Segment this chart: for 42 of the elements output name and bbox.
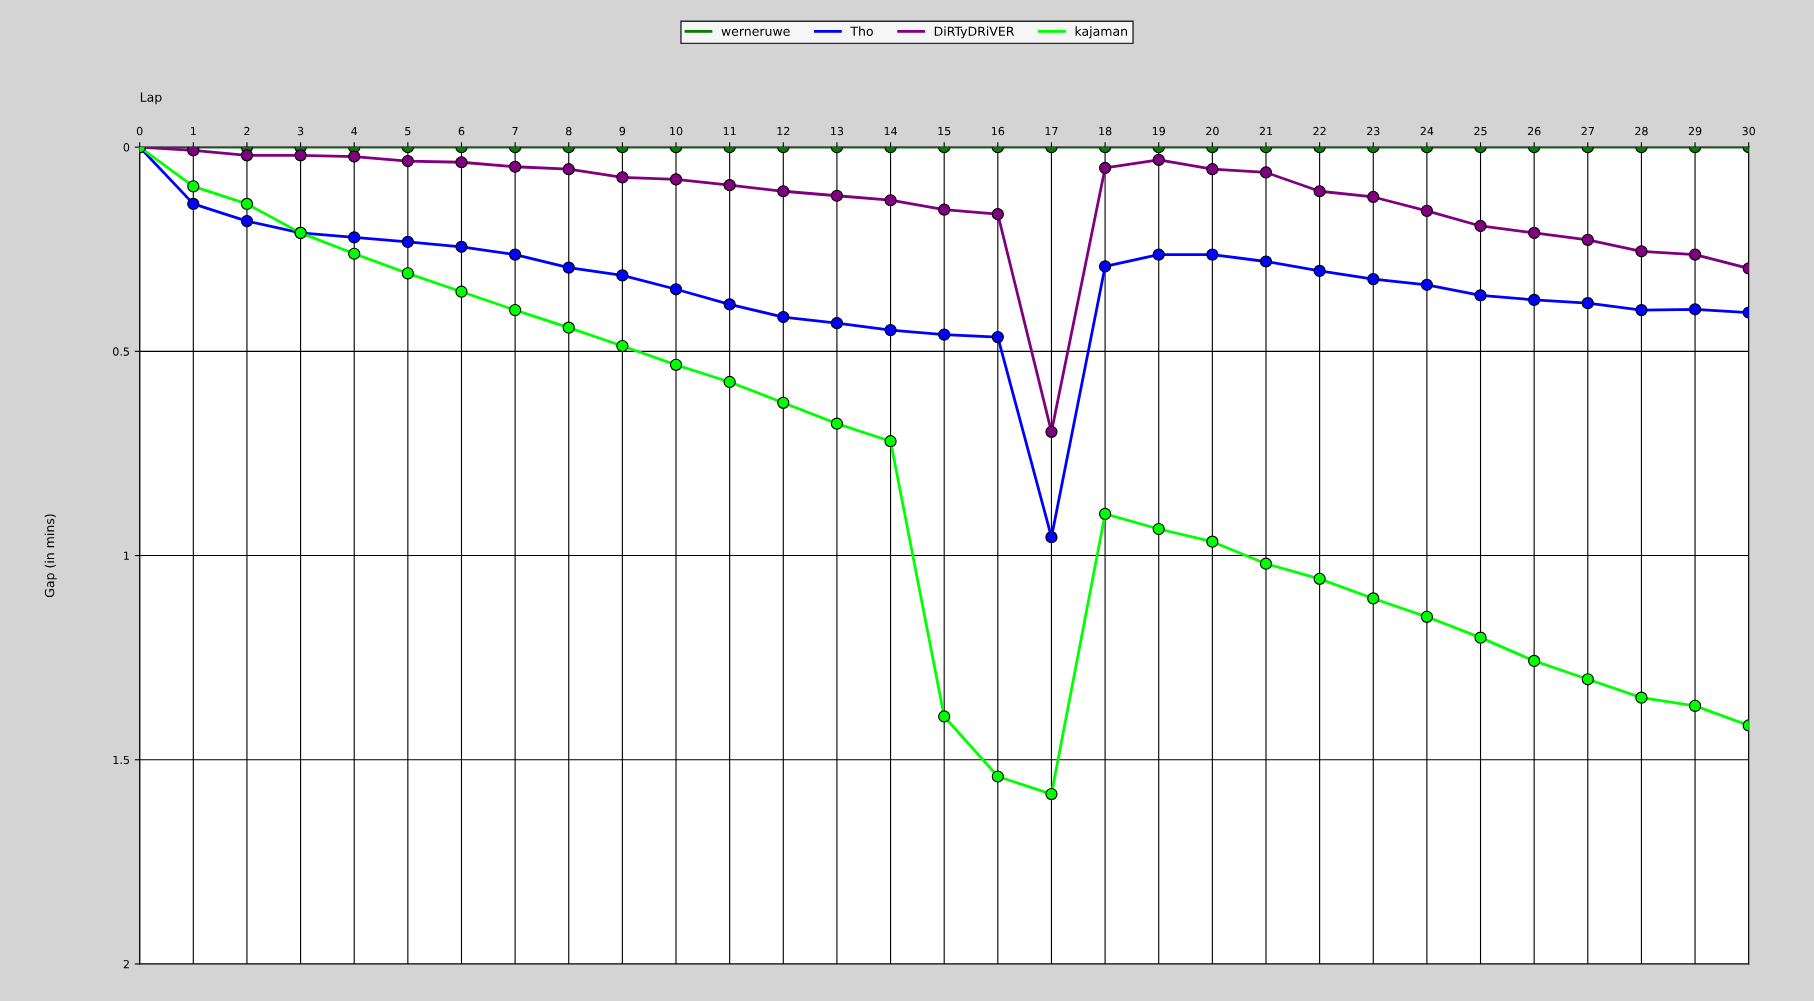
x-tick-label: 24 (1420, 126, 1434, 136)
x-tick-label: 21 (1259, 126, 1273, 136)
x-tick-label: 2 (244, 126, 250, 136)
x-tick-label: 17 (1045, 127, 1058, 136)
x-tick-label: 0 (136, 126, 143, 136)
x-tick-label: 19 (1152, 126, 1166, 136)
legend-label: werneruwe (721, 28, 790, 36)
y-tick-label: 0.5 (113, 347, 129, 356)
x-tick-label: 16 (991, 126, 1005, 136)
y-tick-label: 0 (123, 143, 130, 152)
x-tick-label: 5 (405, 127, 411, 136)
x-tick-label: 1 (191, 127, 196, 136)
legend-label: kajaman (1075, 26, 1127, 39)
x-tick-label: 11 (723, 127, 736, 136)
x-tick-label: 29 (1688, 126, 1702, 136)
x-tick-label: 27 (1581, 126, 1594, 136)
y-axis-title: Gap (in mins) (44, 514, 57, 598)
x-tick-label: 25 (1474, 126, 1487, 136)
y-tick-label: 1.5 (113, 755, 129, 765)
x-tick-label: 7 (512, 127, 518, 136)
x-tick-label: 4 (351, 127, 358, 136)
legend-label: DiRTyDRiVER (934, 26, 1015, 39)
x-tick-label: 8 (565, 126, 572, 136)
x-tick-label: 14 (884, 127, 897, 136)
legend-label: Tho (850, 26, 873, 36)
x-axis-title: Lap (140, 92, 162, 105)
y-tick-label: 1 (124, 551, 129, 560)
x-tick-label: 20 (1206, 126, 1219, 136)
y-tick-label: 2 (123, 959, 129, 969)
x-tick-label: 3 (297, 126, 304, 136)
x-tick-label: 18 (1099, 126, 1112, 136)
x-tick-label: 28 (1635, 126, 1648, 136)
x-tick-label: 6 (458, 126, 465, 136)
x-tick-label: 26 (1527, 126, 1541, 136)
x-tick-label: 12 (777, 126, 790, 136)
x-tick-label: 30 (1742, 126, 1756, 136)
x-tick-label: 9 (619, 126, 626, 136)
x-tick-label: 15 (938, 127, 951, 136)
x-tick-label: 23 (1367, 126, 1380, 136)
x-tick-label: 22 (1313, 126, 1326, 136)
x-tick-label: 13 (831, 126, 844, 136)
x-tick-label: 10 (670, 126, 683, 136)
